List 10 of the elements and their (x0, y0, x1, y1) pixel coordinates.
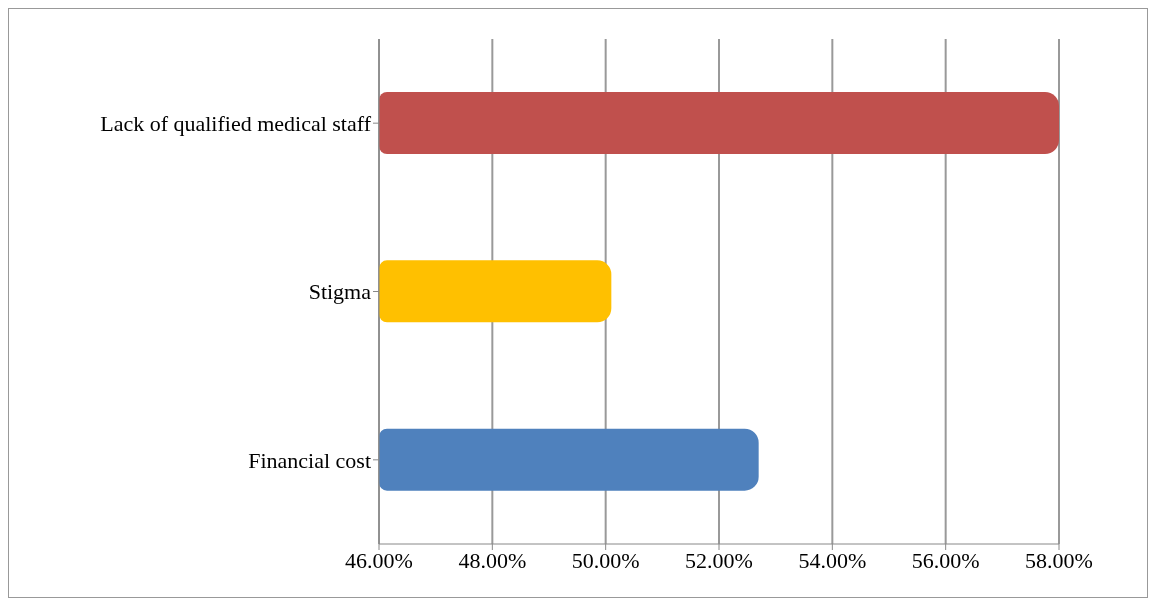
y-tick-label: Lack of qualified medical staff (100, 110, 372, 136)
x-tick-label: 50.00% (571, 547, 640, 573)
x-tick-label: 56.00% (911, 547, 980, 573)
x-tick-label: 54.00% (798, 547, 867, 573)
x-tick-label: 58.00% (1025, 547, 1093, 573)
x-tick-label: 46.00% (345, 547, 413, 573)
y-tick-label: Financial cost (248, 447, 371, 473)
x-tick-label: 52.00% (685, 547, 753, 573)
x-tick-label: 48.00% (458, 547, 527, 573)
y-tick-label: Stigma (308, 279, 372, 305)
